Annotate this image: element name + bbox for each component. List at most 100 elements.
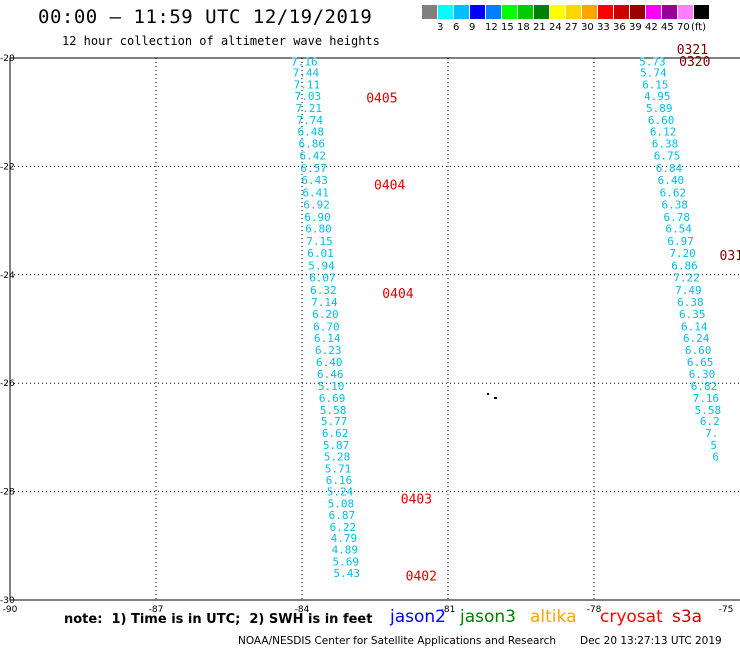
wave-height-value: 6.23 <box>315 344 342 357</box>
lon-tick-label: -84 <box>295 605 310 615</box>
wave-height-value: 7.44 <box>293 67 320 80</box>
map-title: 00:00 – 11:59 UTC 12/19/2019 <box>38 6 373 28</box>
legend-label: 33 <box>597 22 610 33</box>
lat-tick-label: -24 <box>0 271 15 281</box>
legend-swatch <box>486 5 502 19</box>
wave-height-value: 6.54 <box>665 223 692 236</box>
generated-timestamp: Dec 20 13:27:13 UTC 2019 <box>580 635 722 647</box>
lat-tick-label: -26 <box>0 379 15 389</box>
wave-height-value: 6.2 <box>700 415 720 428</box>
wave-height-value: 5.89 <box>646 102 673 115</box>
wave-height-value: 6.57 <box>300 162 327 175</box>
wave-height-value: 6.16 <box>326 474 353 487</box>
satellite-label-cryosat: cryosat <box>600 607 663 627</box>
lat-tick-label: -20 <box>0 54 15 64</box>
wave-height-value: 6.24 <box>683 332 710 345</box>
wave-height-value: 7. <box>705 427 718 440</box>
wave-height-value: 6.22 <box>330 521 357 534</box>
legend-label: 39 <box>629 22 642 33</box>
wave-height-value: 5 <box>710 439 717 452</box>
wave-height-value: 6.15 <box>642 79 669 92</box>
wave-height-value: 7.16 <box>291 55 318 68</box>
legend-swatch <box>502 5 518 19</box>
wave-height-value: 5.58 <box>695 404 722 417</box>
wave-height-value: 6 <box>712 450 719 463</box>
pass-time-label: 031 <box>720 249 740 264</box>
wave-height-value: 7.49 <box>675 284 702 297</box>
wave-height-value: 6.78 <box>663 211 690 224</box>
wave-height-value: 5.87 <box>323 439 350 452</box>
legend-swatch <box>678 5 694 19</box>
wave-height-value: 6.14 <box>681 320 708 333</box>
lat-tick-label: -30 <box>0 596 15 606</box>
wave-height-value: 7.16 <box>693 392 720 405</box>
wave-height-value: 7.03 <box>295 90 322 103</box>
wave-height-value: 6.20 <box>312 308 339 321</box>
legend-swatch <box>438 5 454 19</box>
legend-label: 27 <box>565 22 578 33</box>
lon-tick-label: -78 <box>587 605 602 615</box>
pass-time-label: 0402 <box>406 570 437 585</box>
satellite-label-jason3: jason3 <box>460 607 516 627</box>
wave-height-value: 7.21 <box>296 102 323 115</box>
wave-height-value: 7.74 <box>297 114 324 127</box>
legend-swatch <box>614 5 630 19</box>
wave-height-value: 7.11 <box>294 79 321 92</box>
lon-tick-label: -75 <box>719 605 734 615</box>
legend-swatch <box>454 5 470 19</box>
wave-height-value: 6.60 <box>648 114 675 127</box>
legend-swatch <box>422 5 438 19</box>
wave-height-value: 5.71 <box>325 462 352 475</box>
pass-time-label: 0404 <box>374 178 405 193</box>
wave-height-value: 6.92 <box>303 198 330 211</box>
wave-height-value: 6.62 <box>322 427 349 440</box>
legend-swatch <box>646 5 662 19</box>
lon-tick-label: -81 <box>441 605 456 615</box>
legend-label: 24 <box>549 22 562 33</box>
legend-label: 3 <box>437 22 444 33</box>
wave-height-value: 5.77 <box>321 415 348 428</box>
legend-label: 6 <box>453 22 460 33</box>
legend-swatch <box>582 5 598 19</box>
lat-tick-label: -22 <box>0 162 15 172</box>
wave-height-value: 6.40 <box>658 174 685 187</box>
wave-height-value: 5.94 <box>308 260 335 273</box>
wave-height-value: 7.22 <box>673 272 700 285</box>
pass-time-label: 0405 <box>366 92 397 107</box>
wave-height-value: 6.32 <box>310 284 337 297</box>
wave-height-value: 6.42 <box>299 150 326 163</box>
lon-tick-label: -90 <box>3 605 18 615</box>
island-mark <box>487 393 489 395</box>
wave-height-value: 5.43 <box>334 567 361 580</box>
footer-note: note: 1) Time is in UTC; 2) SWH is in fe… <box>64 612 373 627</box>
wave-height-value: 6.70 <box>313 320 340 333</box>
wave-height-value: 6.41 <box>302 186 329 199</box>
wave-height-value: 6.80 <box>305 223 332 236</box>
wave-height-value: 6.01 <box>307 247 334 260</box>
pass-time-label: 0403 <box>401 493 432 508</box>
satellite-label-jason2: jason2 <box>390 607 446 627</box>
wave-height-value: 6.38 <box>652 138 679 151</box>
wave-height-value: 6.07 <box>309 272 336 285</box>
wave-height-value: 6.62 <box>660 186 687 199</box>
lat-tick-label: -28 <box>0 488 15 498</box>
wave-height-value: 5.74 <box>640 67 667 80</box>
legend-swatch <box>470 5 486 19</box>
lon-tick-label: -87 <box>149 605 164 615</box>
legend-label: 36 <box>613 22 626 33</box>
legend-label: 70 <box>677 22 690 33</box>
wave-height-value: 6.86 <box>671 260 698 273</box>
wave-height-value: 5.24 <box>327 486 354 499</box>
wave-height-value: 6.87 <box>329 509 356 522</box>
wave-height-value: 6.97 <box>667 235 694 248</box>
wave-height-value: 4.79 <box>331 532 358 545</box>
legend-swatch <box>566 5 582 19</box>
satellite-label-altika: altika <box>530 607 577 627</box>
map-subtitle: 12 hour collection of altimeter wave hei… <box>62 34 380 48</box>
legend-label: 21 <box>533 22 546 33</box>
wave-height-value: 6.65 <box>687 356 714 369</box>
legend-swatch <box>694 5 710 19</box>
wave-height-value: 5.69 <box>333 556 360 569</box>
legend-label: 30 <box>581 22 594 33</box>
